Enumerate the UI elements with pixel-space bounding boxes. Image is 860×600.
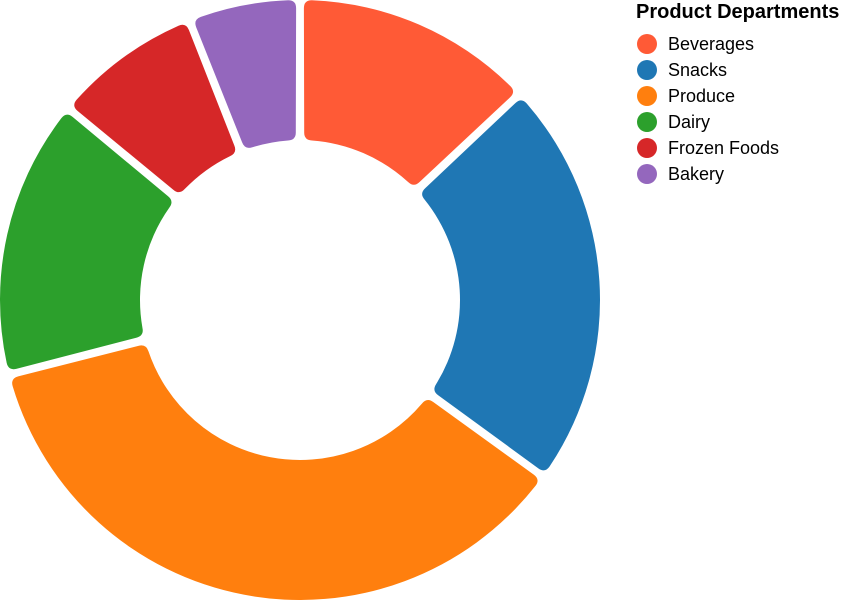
legend: Product Departments Beverages Snacks Produ… <box>636 1 839 184</box>
legend-label: Bakery <box>668 164 724 184</box>
legend-items: Beverages Snacks Produce Dairy Frozen Foods B… <box>637 34 779 184</box>
legend-swatch <box>637 34 657 54</box>
legend-label: Dairy <box>668 112 710 132</box>
slice-produce[interactable] <box>12 345 538 600</box>
legend-label: Frozen Foods <box>668 138 779 158</box>
legend-item-frozen-foods[interactable]: Frozen Foods <box>637 138 779 158</box>
legend-swatch <box>637 138 657 158</box>
legend-item-bakery[interactable]: Bakery <box>637 164 724 184</box>
legend-label: Snacks <box>668 60 727 80</box>
legend-label: Beverages <box>668 34 754 54</box>
legend-item-beverages[interactable]: Beverages <box>637 34 754 54</box>
slice-frozen-foods[interactable] <box>74 24 236 193</box>
legend-swatch <box>637 86 657 106</box>
legend-swatch <box>637 60 657 80</box>
slice-dairy[interactable] <box>0 114 172 370</box>
legend-item-snacks[interactable]: Snacks <box>637 60 727 80</box>
slice-beverages[interactable] <box>303 0 514 185</box>
legend-item-dairy[interactable]: Dairy <box>637 112 710 132</box>
legend-swatch <box>637 164 657 184</box>
legend-label: Produce <box>668 86 735 106</box>
legend-item-produce[interactable]: Produce <box>637 86 735 106</box>
slice-bakery[interactable] <box>195 0 297 148</box>
legend-swatch <box>637 112 657 132</box>
slice-snacks[interactable] <box>422 100 600 471</box>
legend-title: Product Departments <box>636 1 839 23</box>
donut-slices <box>0 0 600 600</box>
